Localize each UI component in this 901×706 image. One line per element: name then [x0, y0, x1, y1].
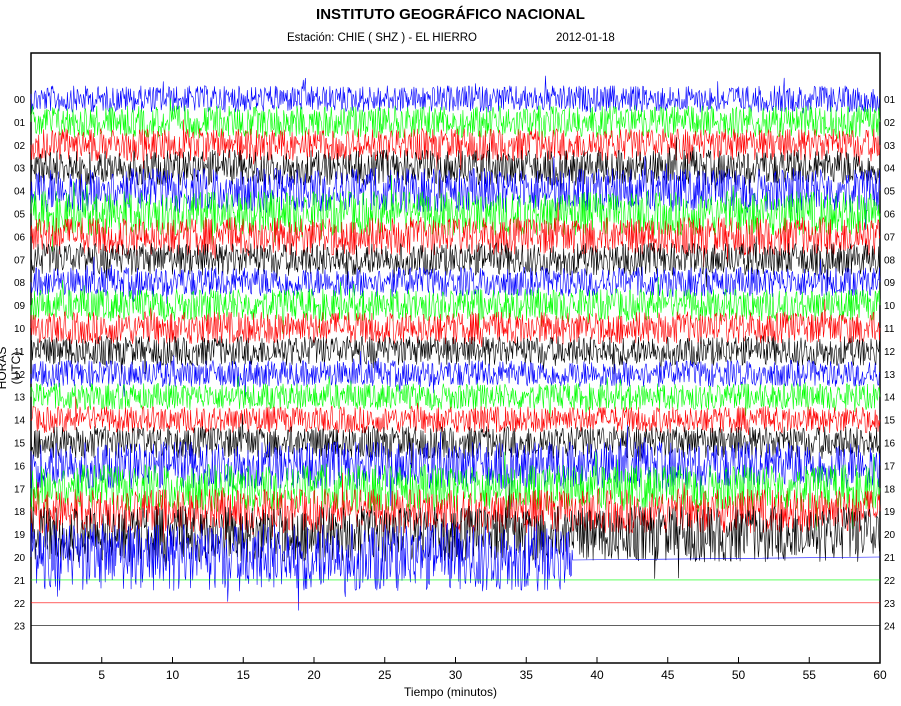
- right-hour-label: 20: [884, 530, 896, 541]
- left-hour-label: 17: [14, 484, 26, 495]
- left-hour-label: 04: [14, 187, 26, 198]
- trace-hour-17: [30, 451, 881, 531]
- left-hour-label: 14: [14, 416, 26, 427]
- right-hour-label: 12: [884, 347, 896, 358]
- left-hour-label: 12: [14, 370, 26, 381]
- x-tick-label: 55: [803, 668, 817, 682]
- trace-hour-03: [30, 137, 881, 199]
- trace-hour-00: [30, 75, 880, 114]
- left-hour-label: 22: [14, 599, 26, 610]
- x-tick-label: 40: [590, 668, 604, 682]
- left-hour-labels: 00 01 02 03 04 05 06 07 08 09 10 11 12 13 14 15 16 17 18 19…: [14, 95, 26, 633]
- right-hour-label: 09: [884, 278, 896, 289]
- left-hour-label: 20: [14, 553, 26, 564]
- right-hour-label: 07: [884, 232, 896, 243]
- right-hour-label: 18: [884, 484, 896, 495]
- trace-hour-01: [30, 98, 881, 145]
- trace-hour-04: [30, 156, 881, 231]
- left-hour-label: 06: [14, 232, 26, 243]
- right-hour-label: 24: [884, 622, 896, 633]
- right-hour-label: 14: [884, 393, 896, 404]
- left-hour-label: 10: [14, 324, 26, 335]
- left-hour-label: 21: [14, 576, 26, 587]
- right-hour-label: 17: [884, 461, 896, 472]
- left-hour-label: 08: [14, 278, 26, 289]
- right-hour-label: 01: [884, 95, 896, 106]
- trace-hour-02: [30, 119, 881, 172]
- x-tick-label: 30: [449, 668, 463, 682]
- right-hour-label: 06: [884, 210, 896, 221]
- station-label: Estación: CHIE ( SHZ ) - EL HIERRO: [287, 32, 477, 44]
- left-hour-label: 23: [14, 622, 26, 633]
- trace-hour-05: [30, 175, 881, 252]
- right-hour-label: 08: [884, 255, 896, 266]
- right-hour-label: 04: [884, 164, 896, 175]
- trace-hour-12: [30, 350, 881, 398]
- right-hour-label: 05: [884, 187, 896, 198]
- x-tick-label: 35: [520, 668, 534, 682]
- left-hour-label: 16: [14, 461, 26, 472]
- date-label: 2012-01-18: [556, 32, 615, 44]
- trace-hour-06: [30, 202, 881, 267]
- trace-hour-13: [30, 376, 881, 421]
- left-hour-label: 03: [14, 164, 26, 175]
- right-hour-label: 11: [884, 324, 895, 335]
- left-hour-label: 11: [14, 347, 25, 358]
- right-hour-label: 21: [884, 553, 896, 564]
- trace-hour-14: [30, 396, 881, 436]
- right-hour-label: 02: [884, 118, 896, 129]
- left-hour-label: 19: [14, 530, 26, 541]
- right-hour-labels: 01 02 03 04 05 06 07 08 09 10 11 12 13 14 15 16 17 18 19 20…: [884, 95, 896, 633]
- x-tick-label: 15: [237, 668, 251, 682]
- x-axis-ticks: 5 10 15 20 25 30 35 40 45 50 55 60: [98, 657, 887, 682]
- left-hour-label: 01: [14, 118, 26, 129]
- trace-hour-08: [30, 256, 881, 304]
- trace-hour-20: [30, 522, 881, 611]
- left-hour-label: 18: [14, 507, 26, 518]
- left-hour-label: 13: [14, 393, 26, 404]
- x-tick-label: 50: [732, 668, 746, 682]
- trace-hour-07: [30, 236, 881, 288]
- right-hour-label: 10: [884, 301, 896, 312]
- chart-title: INSTITUTO GEOGRÁFICO NACIONAL: [316, 6, 585, 23]
- x-tick-label: 25: [378, 668, 392, 682]
- left-hour-label: 09: [14, 301, 26, 312]
- left-hour-label: 15: [14, 439, 26, 450]
- right-hour-label: 23: [884, 599, 896, 610]
- x-tick-label: 5: [98, 668, 105, 682]
- trace-hour-15: [30, 413, 881, 469]
- x-tick-label: 45: [661, 668, 675, 682]
- right-hour-label: 16: [884, 439, 896, 450]
- x-tick-label: 20: [307, 668, 321, 682]
- left-hour-label: 07: [14, 255, 26, 266]
- right-hour-label: 15: [884, 416, 896, 427]
- x-tick-label: 10: [166, 668, 180, 682]
- right-hour-label: 19: [884, 507, 896, 518]
- left-hour-label: 00: [14, 95, 26, 106]
- right-hour-label: 03: [884, 141, 896, 152]
- x-tick-label: 60: [873, 668, 887, 682]
- right-hour-label: 13: [884, 370, 896, 381]
- left-hour-label: 02: [14, 141, 26, 152]
- right-hour-label: 22: [884, 576, 896, 587]
- trace-hour-16: [30, 424, 881, 507]
- y-axis-label: HORAS (UTC): [0, 346, 23, 390]
- left-hour-label: 05: [14, 210, 26, 221]
- trace-hour-10: [30, 299, 881, 348]
- trace-hour-11: [30, 335, 881, 375]
- x-axis-label: Tiempo (minutos): [404, 685, 497, 699]
- traces-group: [30, 75, 881, 626]
